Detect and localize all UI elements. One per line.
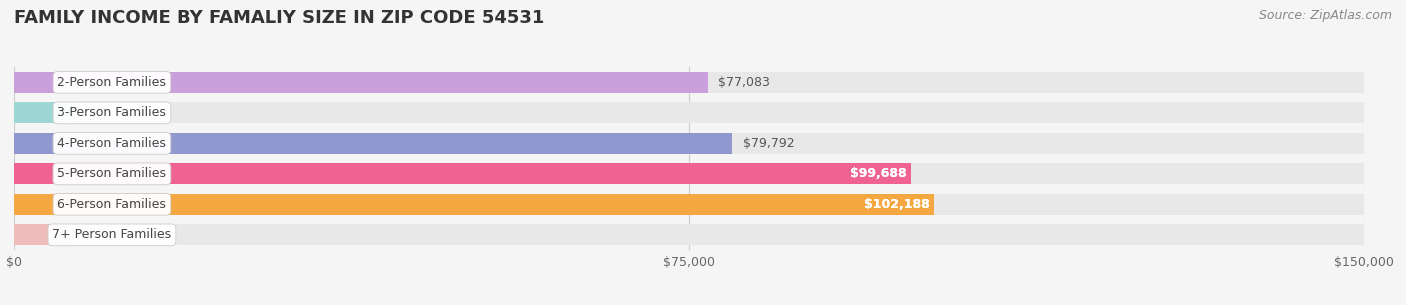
Text: $102,188: $102,188 <box>863 198 929 211</box>
Bar <box>14 72 1364 93</box>
Text: $0: $0 <box>90 106 105 119</box>
Text: 2-Person Families: 2-Person Families <box>58 76 166 89</box>
Bar <box>14 194 1364 215</box>
Bar <box>14 133 1364 154</box>
Text: 5-Person Families: 5-Person Families <box>58 167 166 180</box>
Text: 4-Person Families: 4-Person Families <box>58 137 166 150</box>
Bar <box>14 102 1364 123</box>
Text: FAMILY INCOME BY FAMALIY SIZE IN ZIP CODE 54531: FAMILY INCOME BY FAMALIY SIZE IN ZIP COD… <box>14 9 544 27</box>
Bar <box>14 72 707 93</box>
Text: $102,188: $102,188 <box>863 198 929 211</box>
Text: $0: $0 <box>90 228 105 241</box>
Text: 6-Person Families: 6-Person Families <box>58 198 166 211</box>
Bar <box>14 133 733 154</box>
Bar <box>14 163 911 184</box>
Text: $99,688: $99,688 <box>851 167 907 180</box>
Text: $77,083: $77,083 <box>718 76 770 89</box>
Text: $99,688: $99,688 <box>851 167 907 180</box>
Text: $79,792: $79,792 <box>742 137 794 150</box>
Text: 3-Person Families: 3-Person Families <box>58 106 166 119</box>
Text: Source: ZipAtlas.com: Source: ZipAtlas.com <box>1258 9 1392 22</box>
Bar <box>14 163 1364 184</box>
Bar <box>14 224 79 245</box>
Bar <box>14 102 79 123</box>
Bar <box>14 194 934 215</box>
Bar <box>14 224 1364 245</box>
Text: 7+ Person Families: 7+ Person Families <box>52 228 172 241</box>
